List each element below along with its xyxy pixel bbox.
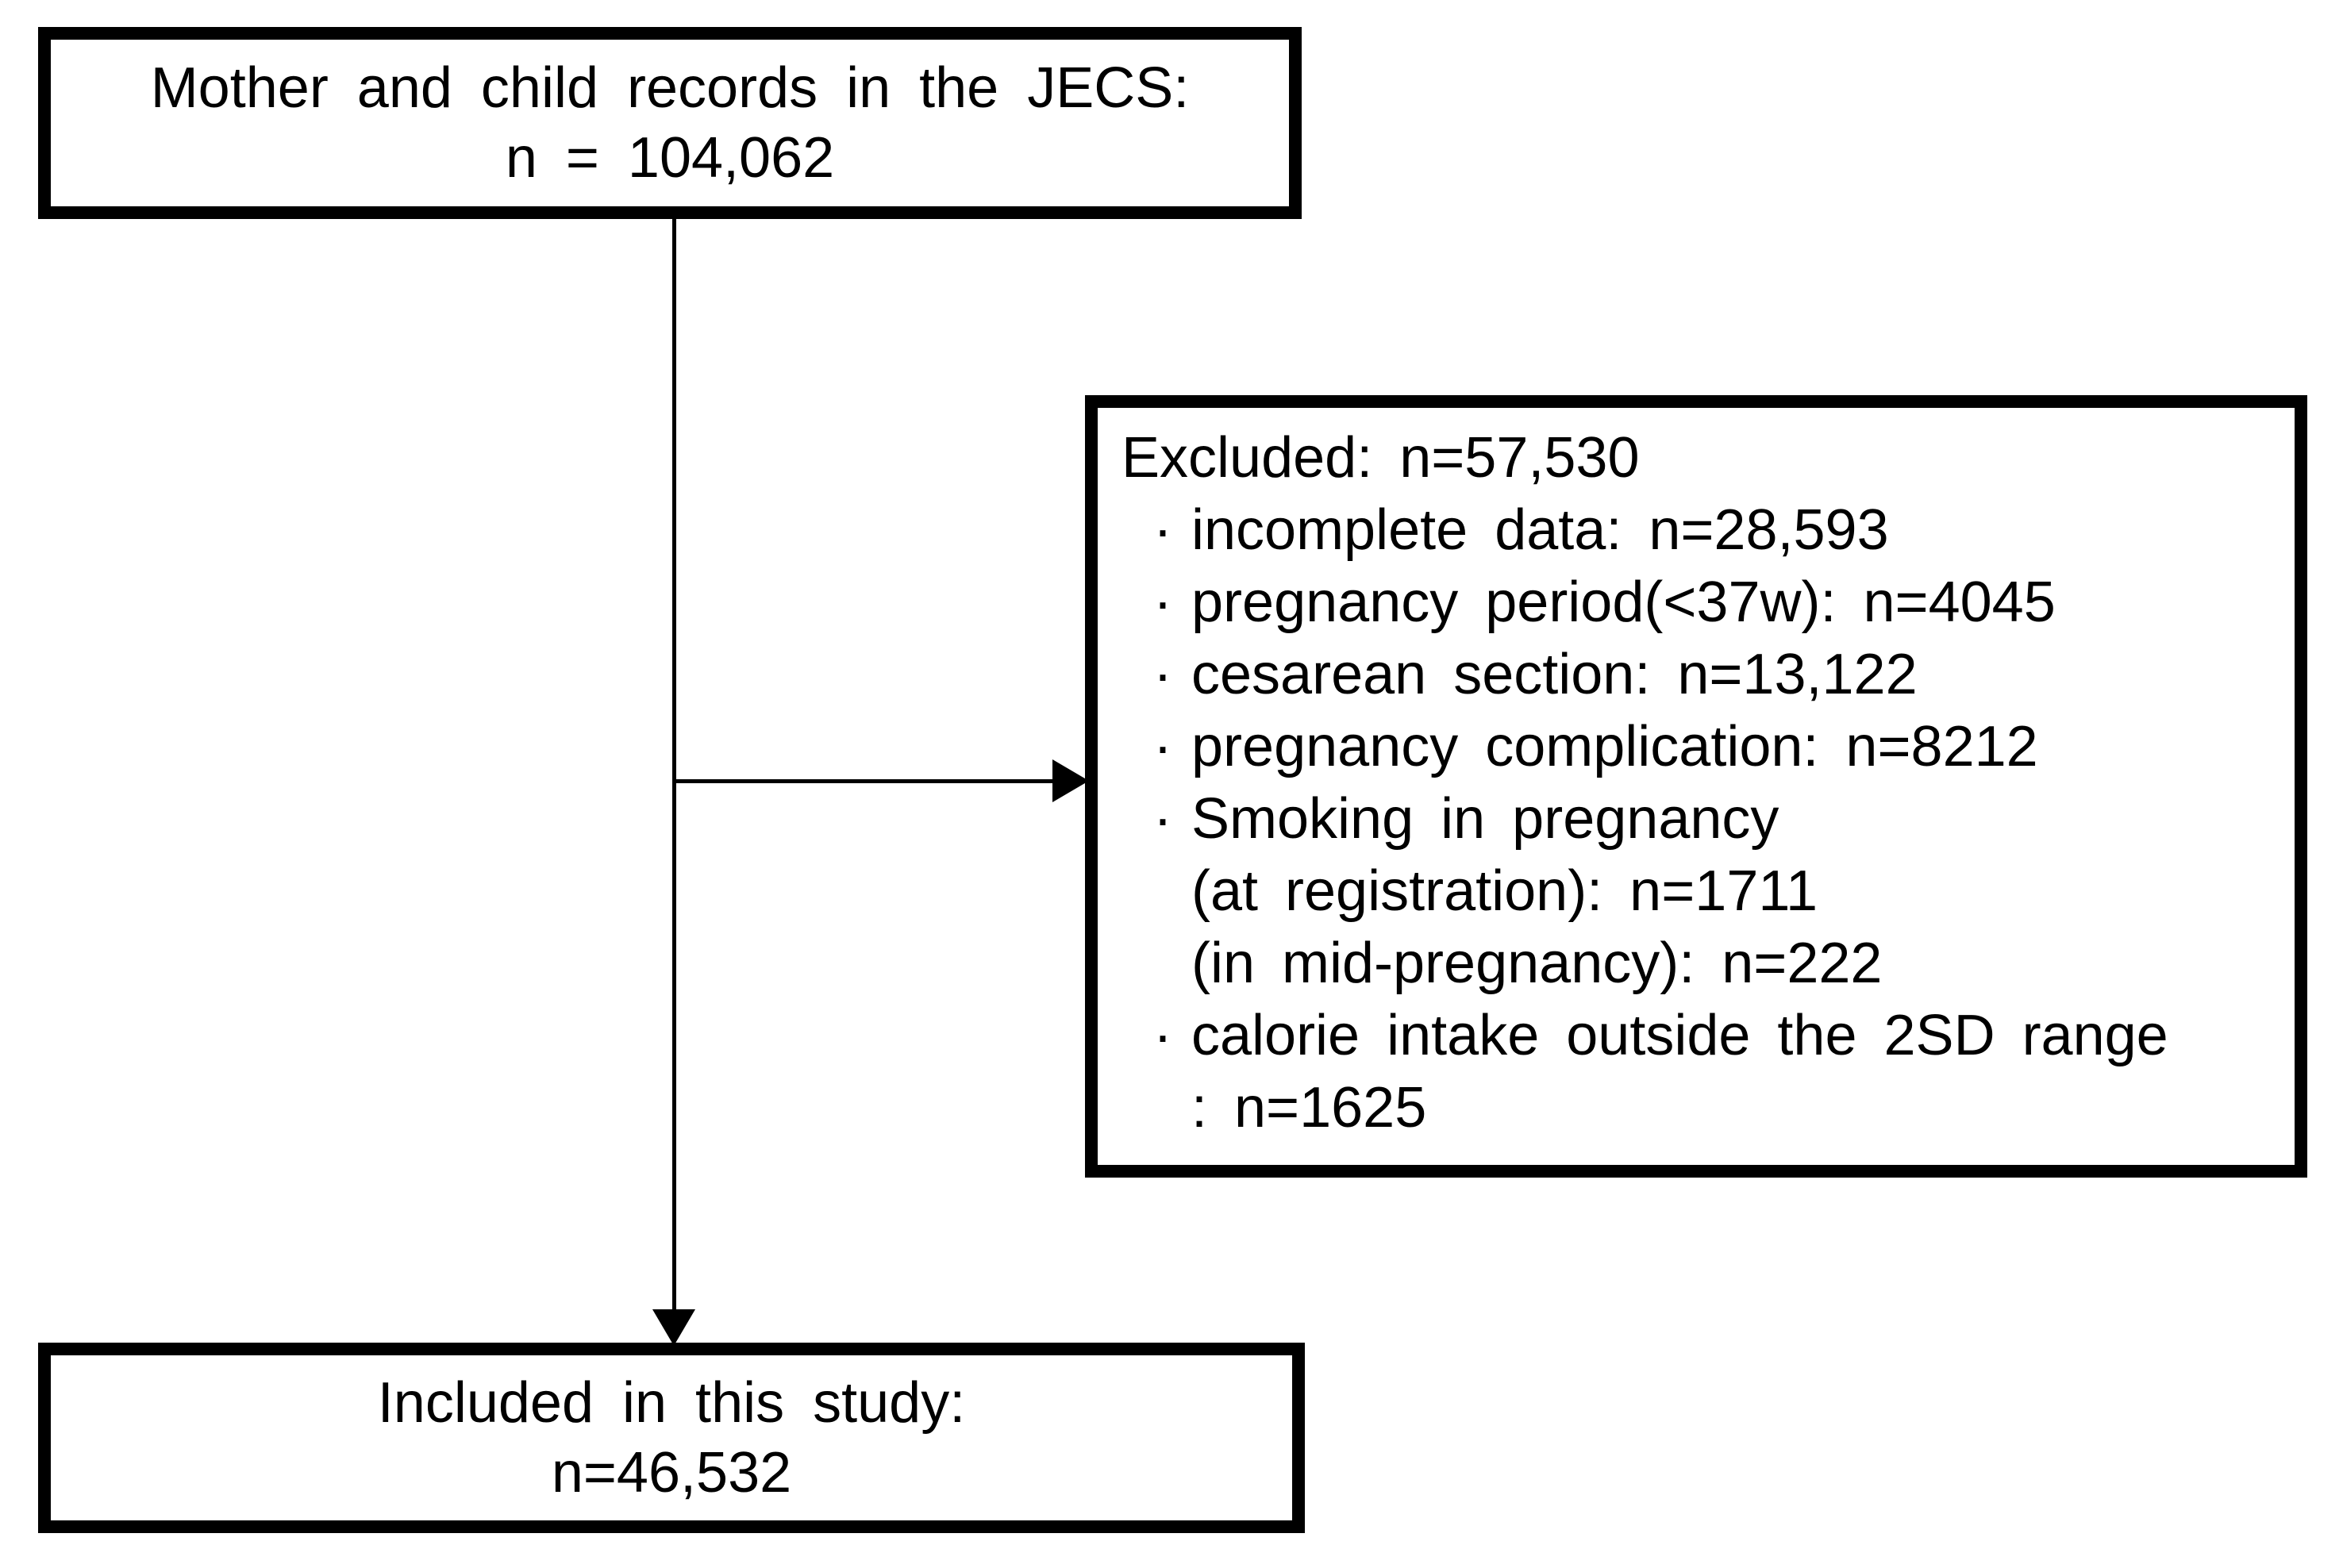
excluded-item-pregnancy-complication: · pregnancy complication: n=8212 — [1121, 711, 2279, 783]
excluded-item-text: pregnancy complication: n=8212 — [1191, 715, 2038, 778]
excluded-item-text: cesarean section: n=13,122 — [1191, 643, 1918, 706]
excluded-item-calorie-intake-count: : n=1625 — [1121, 1072, 2279, 1144]
excluded-item-smoking-registration: (at registration): n=1711 — [1121, 855, 2279, 928]
jecs-records-line-1: Mother and child records in the JECS: — [150, 56, 1190, 120]
excluded-item-calorie-intake: · calorie intake outside the 2SD range — [1121, 1000, 2279, 1072]
excluded-item-text: pregnancy period(<37w): n=4045 — [1191, 571, 2056, 634]
flow-connector-horizontal — [675, 779, 1054, 783]
excluded-item-text: (at registration): n=1711 — [1191, 859, 1818, 923]
jecs-records-box: Mother and child records in the JECS: n … — [38, 27, 1302, 219]
excluded-item-smoking: · Smoking in pregnancy — [1121, 783, 2279, 855]
flow-connector-vertical — [672, 217, 676, 1312]
arrowhead-right-icon — [1052, 759, 1089, 802]
included-line-1: Included in this study: — [377, 1371, 966, 1435]
included-count: n=46,532 — [551, 1441, 792, 1505]
excluded-title: Excluded: n=57,530 — [1121, 426, 1640, 490]
excluded-item-text: (in mid-pregnancy): n=222 — [1191, 932, 1883, 995]
excluded-item-text: : n=1625 — [1191, 1076, 1427, 1139]
jecs-records-count: n = 104,062 — [505, 126, 835, 190]
included-box: Included in this study: n=46,532 — [38, 1343, 1305, 1533]
excluded-item-text: calorie intake outside the 2SD range — [1191, 1004, 2168, 1067]
excluded-item-smoking-midpregnancy: (in mid-pregnancy): n=222 — [1121, 928, 2279, 1000]
arrowhead-down-icon — [652, 1309, 695, 1346]
bullet-icon: · — [1153, 715, 1172, 778]
bullet-icon: · — [1153, 787, 1172, 851]
excluded-box: Excluded: n=57,530 · incomplete data: n=… — [1085, 395, 2307, 1178]
excluded-item-cesarean-section: · cesarean section: n=13,122 — [1121, 639, 2279, 711]
excluded-item-text: incomplete data: n=28,593 — [1191, 498, 1889, 562]
bullet-icon: · — [1153, 643, 1172, 706]
bullet-icon: · — [1153, 498, 1172, 562]
excluded-item-incomplete-data: · incomplete data: n=28,593 — [1121, 494, 2279, 567]
excluded-item-text: Smoking in pregnancy — [1191, 787, 1779, 851]
bullet-icon: · — [1153, 571, 1172, 634]
excluded-item-pregnancy-period: · pregnancy period(<37w): n=4045 — [1121, 567, 2279, 639]
bullet-icon: · — [1153, 1004, 1172, 1067]
